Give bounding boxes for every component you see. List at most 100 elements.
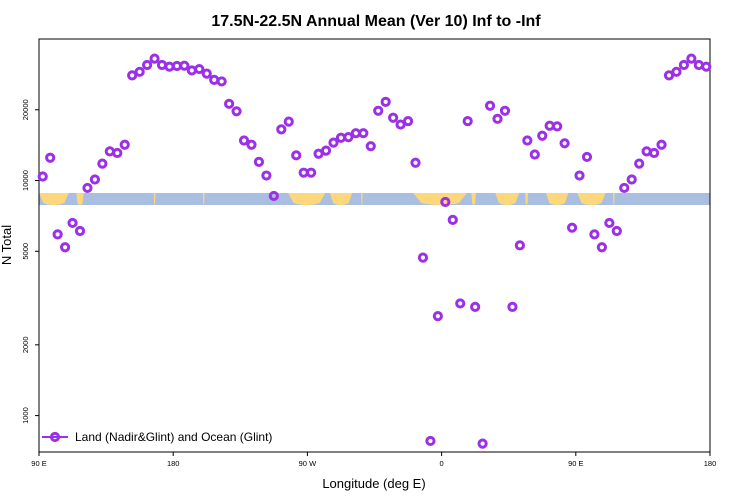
data-point [67, 217, 78, 229]
x-tick-label: 90 E [568, 459, 583, 468]
data-point [611, 225, 622, 237]
data-point [522, 135, 533, 146]
data-point [447, 214, 458, 225]
data-point [514, 240, 525, 251]
data-point [663, 70, 675, 81]
data-point [343, 132, 354, 143]
data-point [566, 222, 578, 233]
x-tick-label: 180 [167, 459, 180, 468]
data-point [499, 105, 511, 116]
data-point [507, 301, 518, 312]
data-point [373, 105, 384, 116]
data-point [648, 147, 660, 159]
data-point [134, 66, 145, 77]
data-point [74, 225, 86, 237]
data-point [671, 66, 682, 77]
data-point [216, 76, 227, 87]
data-point [470, 301, 481, 312]
data-point [455, 298, 466, 309]
data-point [626, 174, 637, 185]
data-point [402, 115, 414, 127]
x-tick-label: 0 [440, 459, 444, 468]
data-point [701, 61, 712, 72]
data-point [89, 174, 101, 185]
x-tick-label: 180 [704, 459, 717, 468]
data-point [179, 60, 190, 71]
legend-label: Land (Nadir&Glint) and Ocean (Glint) [75, 430, 272, 444]
data-point [589, 229, 600, 240]
data-point [320, 145, 332, 156]
data-point [201, 68, 212, 79]
y-tick-label: 2000 [21, 336, 30, 353]
data-point [388, 112, 399, 123]
y-tick-label: 1000 [21, 407, 30, 424]
data-point [112, 147, 123, 159]
y-tick-label: 5000 [21, 243, 30, 260]
data-point [440, 196, 451, 208]
land-segment [577, 193, 606, 205]
data-point [537, 130, 548, 141]
data-point [365, 141, 376, 152]
data-point [261, 170, 272, 181]
land-segment [471, 193, 476, 205]
x-tick-label: 90 W [299, 459, 317, 468]
data-point [127, 70, 138, 81]
data-point [432, 310, 443, 322]
data-point [596, 242, 607, 253]
x-axis: 90 E 180 90 W 0 90 E 180 [31, 452, 716, 468]
data-point [552, 121, 563, 132]
data-point [231, 106, 242, 117]
land-segment [288, 193, 326, 205]
data-point [462, 115, 473, 127]
data-point [492, 113, 503, 124]
data-point [45, 152, 56, 163]
land-segment [203, 193, 205, 205]
land-segment [361, 193, 363, 205]
x-axis-label: Longitude (deg E) [322, 476, 425, 491]
data-series [37, 53, 712, 449]
data-point [678, 59, 690, 71]
y-tick-label: 20000 [21, 99, 30, 120]
data-point [581, 151, 593, 163]
legend-marker-swatch [49, 431, 61, 443]
land-segment [153, 193, 156, 205]
land-segment [39, 193, 69, 205]
land-segment [545, 193, 569, 205]
data-point [52, 229, 63, 240]
data-point [328, 137, 339, 148]
data-point [37, 171, 48, 182]
world-map-strip [39, 193, 710, 205]
data-point [276, 124, 287, 135]
data-point [224, 98, 235, 109]
land-segment [76, 193, 84, 205]
data-point [268, 190, 279, 202]
data-point [238, 135, 250, 146]
y-tick-label: 10000 [21, 170, 30, 191]
data-point [142, 59, 153, 71]
data-point [82, 182, 93, 194]
y-axis: 1000 2000 5000 10000 20000 [21, 99, 39, 424]
data-point [291, 150, 302, 161]
data-point [119, 139, 130, 150]
data-point [634, 158, 645, 169]
y-axis-label: N Total [0, 225, 14, 265]
plot-frame [38, 38, 711, 453]
data-point [574, 170, 585, 181]
data-point [97, 158, 108, 169]
land-segment [495, 193, 520, 205]
data-point [425, 435, 436, 447]
data-point [529, 149, 540, 160]
data-point [283, 116, 294, 127]
land-segment [525, 193, 529, 205]
data-point [604, 217, 615, 229]
legend: Land (Nadir&Glint) and Ocean (Glint) [42, 430, 272, 444]
data-point [306, 167, 317, 178]
data-point [149, 53, 160, 64]
data-point [358, 128, 369, 139]
data-point [246, 139, 257, 150]
land-segment [413, 193, 467, 205]
data-point [686, 53, 697, 64]
land-segment [613, 193, 615, 205]
data-point [395, 119, 406, 130]
